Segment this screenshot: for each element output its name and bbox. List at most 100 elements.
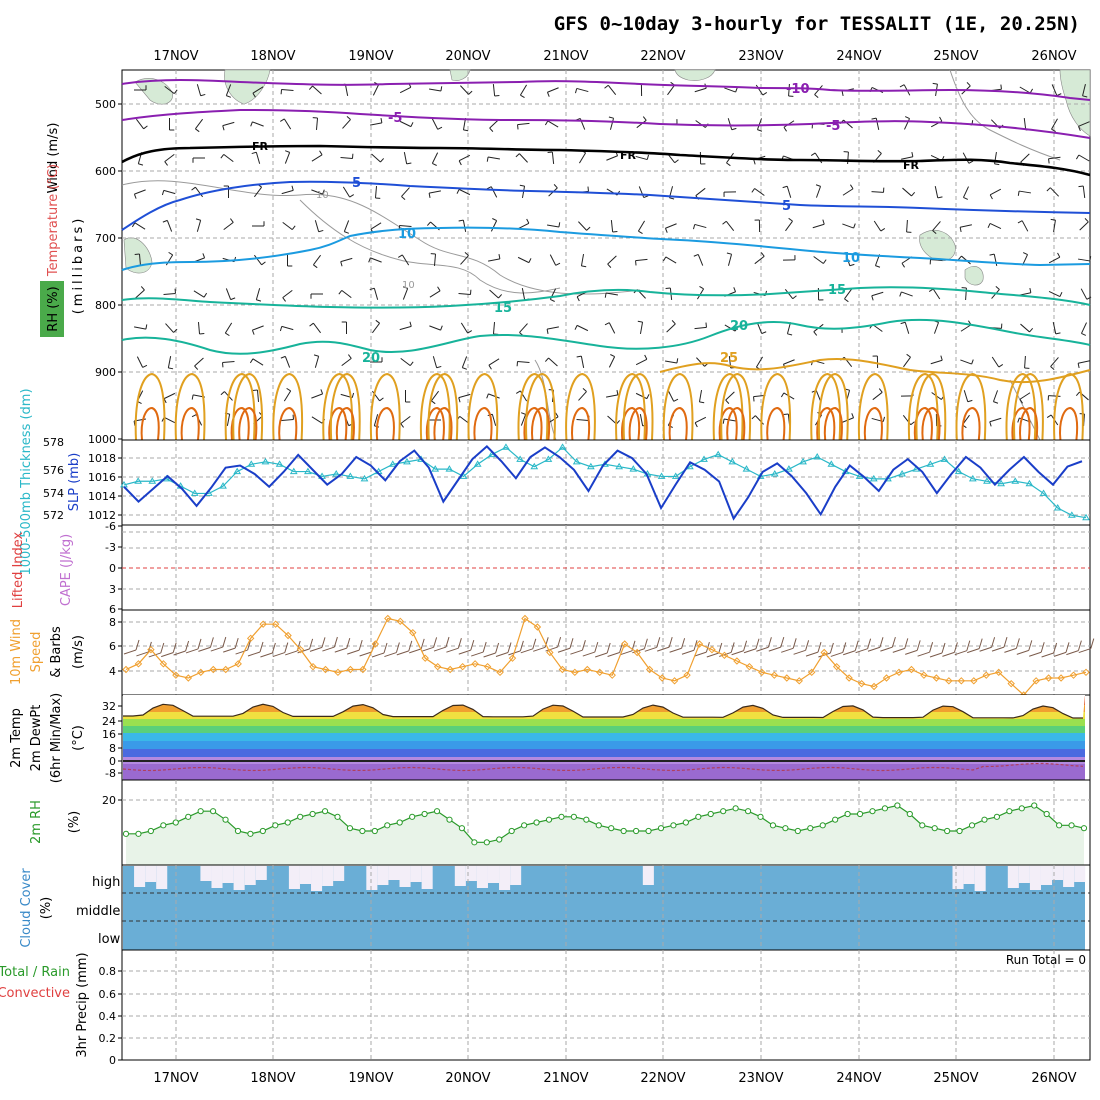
barb10m (607, 652, 620, 657)
cloud-gap (244, 866, 256, 885)
wind-barb (989, 417, 1002, 423)
barb10m (681, 649, 695, 655)
wind-barb-flag (309, 322, 314, 327)
contour-10 (121, 226, 1091, 271)
wind-barb (374, 185, 378, 199)
barb10m-flag (358, 639, 363, 651)
wind-barb (253, 254, 263, 266)
loop-30 (238, 406, 258, 441)
barb10m (570, 649, 583, 655)
label-fr-a: FR (252, 140, 269, 153)
wind-barb-flag (400, 423, 404, 428)
barb10m-flag (433, 637, 438, 648)
temp-band (123, 733, 1085, 741)
ylabel-precip-2: Convective (0, 986, 70, 1001)
windspeed-point (770, 671, 779, 679)
wind-barb (311, 154, 323, 162)
barb10m-flag (780, 636, 785, 648)
wind-barb (341, 357, 352, 367)
rh-point (1031, 802, 1038, 809)
rh-point (695, 813, 702, 820)
loop-30 (1011, 406, 1031, 441)
wind-barb (492, 321, 496, 335)
wind-barb (194, 118, 204, 130)
loop-30 (230, 406, 250, 441)
wind-barb-flag (725, 399, 730, 404)
wind-barb-flag (380, 158, 385, 163)
barb10m-flag (309, 638, 314, 650)
barb10m-flag (705, 641, 710, 653)
ylabel-rh: RH (%) (46, 286, 61, 331)
cloud-gap (145, 866, 157, 882)
thickness-point (657, 472, 666, 479)
rh-point (1056, 822, 1063, 829)
cloud-gap (1074, 866, 1086, 882)
thickness-point (898, 470, 906, 477)
barb10m (458, 649, 471, 655)
loop-30 (571, 406, 591, 441)
wind-barb (578, 391, 587, 401)
wind-barb-flag (520, 412, 526, 415)
rh-point (819, 822, 826, 829)
loop-25 (174, 372, 206, 441)
loop-25 (427, 372, 459, 441)
wind-barb-flag (520, 94, 525, 99)
thickness-tick: 578 (43, 436, 64, 449)
ylabel-temp-2: 2m DewPt (29, 705, 44, 772)
wind-barb-flag (751, 415, 756, 420)
zero-line (123, 760, 1085, 762)
ylabel-wind-1: 10m Wind (9, 619, 24, 685)
wind-barb-flag (676, 358, 679, 364)
thickness-point (983, 477, 991, 484)
temp-mask (123, 695, 1085, 718)
wind-barb-flag (553, 184, 558, 189)
wind-barb (344, 84, 349, 96)
barb10m (731, 650, 744, 656)
rh-point (321, 808, 329, 815)
wind-barb (282, 289, 293, 299)
wind-barb-flag (989, 194, 993, 200)
wind-barb-flag (877, 149, 882, 154)
wind-panel-frame (121, 609, 1091, 696)
wind-barb-flag (368, 257, 371, 263)
rh-point (496, 836, 503, 843)
wind-barb (256, 389, 260, 403)
wind-barb (429, 290, 441, 298)
thickness-point (233, 467, 242, 475)
rh-point (334, 813, 341, 820)
thickness-point (190, 489, 199, 496)
wind-barb-flag (498, 294, 503, 299)
wind-barb-flag (875, 265, 881, 268)
wind-barb (312, 322, 322, 334)
wind-barb (608, 322, 616, 334)
rh-point (595, 822, 602, 829)
thickness-point (1011, 477, 1020, 484)
thickness-point (516, 455, 525, 462)
cloud-gap (487, 866, 500, 883)
windspeed-point (259, 620, 267, 628)
wind-barb (788, 83, 790, 97)
wind-barb (283, 118, 292, 130)
wind-barb (1082, 185, 1086, 199)
wind-barb (222, 360, 235, 364)
barb10m-flag (1028, 640, 1033, 651)
wind-barb (134, 189, 146, 195)
lifted-index-panel: -6 -3 0 3 6 Lifted Index CAPE (J/kg) (11, 520, 1091, 616)
date-label-bottom: 23NOV (738, 1071, 783, 1086)
rh-point (545, 816, 553, 823)
ylabel-thickness: 1000-500mb Thickness (dm) (19, 388, 34, 575)
wind-barb-flag (722, 220, 727, 225)
wind-barb (906, 219, 908, 233)
barb10m (805, 651, 819, 657)
wind-barb-flag (550, 298, 555, 302)
loop-25 (272, 372, 304, 441)
wind-barb-flag (286, 387, 291, 392)
rh-point (297, 813, 304, 820)
barb10m (880, 646, 893, 652)
wind-barb-flag (726, 252, 732, 255)
wind-barb-flag (162, 219, 168, 223)
loop-25 (467, 372, 499, 441)
wind-barb (576, 418, 589, 422)
wind-barb-flag (1029, 88, 1034, 94)
wind-barb (400, 357, 411, 367)
